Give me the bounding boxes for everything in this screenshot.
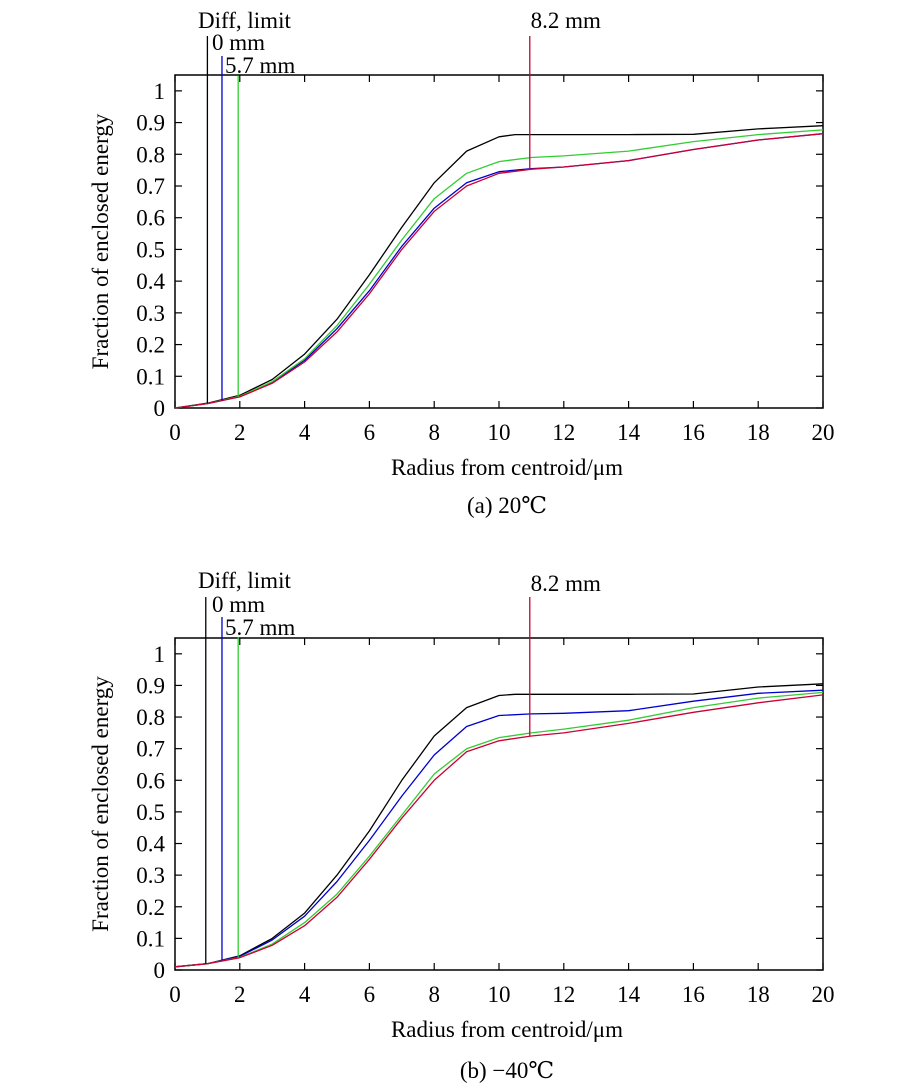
x-tick-label: 10 (488, 982, 511, 1007)
y-tick-label: 0.1 (136, 364, 165, 389)
x-tick-label: 8 (428, 982, 440, 1007)
y-tick-label: 0.6 (136, 206, 165, 231)
y-tick-label: 1 (154, 642, 166, 667)
plot-frame (174, 637, 824, 971)
x-tick-label: 0 (169, 982, 181, 1007)
series-line-2 (174, 129, 824, 409)
y-tick-label: 0.6 (136, 768, 165, 793)
legend-label-2: 5.7 mm (225, 615, 295, 640)
x-tick-label: 12 (552, 982, 575, 1007)
y-tick-label: 0.2 (136, 333, 165, 358)
y-tick-label: 0.5 (136, 800, 165, 825)
x-tick-label: 2 (234, 420, 246, 445)
x-tick-label: 8 (428, 420, 440, 445)
series-line-1 (174, 133, 824, 409)
y-tick-label: 0.3 (136, 301, 165, 326)
x-tick-label: 2 (234, 982, 246, 1007)
chart-caption: (a) 20℃ (467, 493, 547, 518)
y-tick-label: 0.9 (136, 673, 165, 698)
x-tick-label: 4 (299, 420, 311, 445)
x-tick-label: 6 (364, 982, 376, 1007)
y-axis-title: Fraction of enclosed energy (88, 113, 113, 369)
plot-frame (174, 74, 824, 409)
legend-label-1: 0 mm (212, 592, 265, 617)
legend-label-3: 8.2 mm (531, 571, 601, 596)
x-tick-label: 4 (299, 982, 311, 1007)
y-tick-label: 0.8 (136, 705, 165, 730)
y-tick-label: 0.5 (136, 237, 165, 262)
x-axis-title: Radius from centroid/μm (391, 455, 623, 480)
y-tick-label: 0.1 (136, 926, 165, 951)
series-line-3 (174, 694, 824, 968)
x-tick-label: 6 (364, 420, 376, 445)
series-line-1 (174, 689, 824, 968)
legend-label-0: Diff, limit (198, 568, 291, 593)
x-tick-label: 20 (812, 420, 835, 445)
x-tick-label: 16 (682, 420, 705, 445)
y-tick-label: 1 (154, 79, 166, 104)
y-tick-label: 0.7 (136, 737, 165, 762)
x-axis-title: Radius from centroid/μm (391, 1017, 623, 1042)
series-line-0 (174, 125, 824, 409)
x-tick-label: 0 (169, 420, 181, 445)
y-tick-label: 0.4 (136, 269, 165, 294)
y-axis-title: Fraction of enclosed energy (88, 676, 113, 932)
legend-label-0: Diff, limit (198, 8, 291, 33)
x-tick-label: 14 (617, 982, 641, 1007)
chart-panel-0: 0 2 4 6 8 10 12 14 16 18 20 0 0.1 0.2 0.3 0.4 0.5 0.6 0.7 0… (88, 8, 835, 518)
series-line-0 (174, 683, 824, 968)
y-tick-label: 0.3 (136, 863, 165, 888)
y-tick-label: 0.8 (136, 142, 165, 167)
x-tick-label: 10 (488, 420, 511, 445)
legend-label-2: 5.7 mm (225, 53, 295, 78)
y-tick-label: 0 (154, 958, 166, 983)
y-tick-label: 0.9 (136, 111, 165, 136)
x-tick-label: 20 (812, 982, 835, 1007)
y-tick-label: 0 (154, 396, 166, 421)
x-tick-label: 12 (552, 420, 575, 445)
legend-label-3: 8.2 mm (531, 8, 601, 33)
legend-label-1: 0 mm (212, 30, 265, 55)
chart-panel-1: 0 2 4 6 8 10 12 14 16 18 20 0 0.1 0.2 0.3 0.4 0.5 0.6 0.7 0… (88, 568, 835, 1083)
x-tick-label: 18 (747, 420, 770, 445)
chart-caption: (b) −40℃ (460, 1058, 554, 1083)
y-tick-label: 0.2 (136, 895, 165, 920)
series-line-2 (174, 691, 824, 968)
series-line-3 (174, 133, 824, 409)
y-tick-label: 0.7 (136, 174, 165, 199)
x-tick-label: 16 (682, 982, 705, 1007)
y-tick-label: 0.4 (136, 832, 165, 857)
x-tick-label: 18 (747, 982, 770, 1007)
x-tick-label: 14 (617, 420, 641, 445)
